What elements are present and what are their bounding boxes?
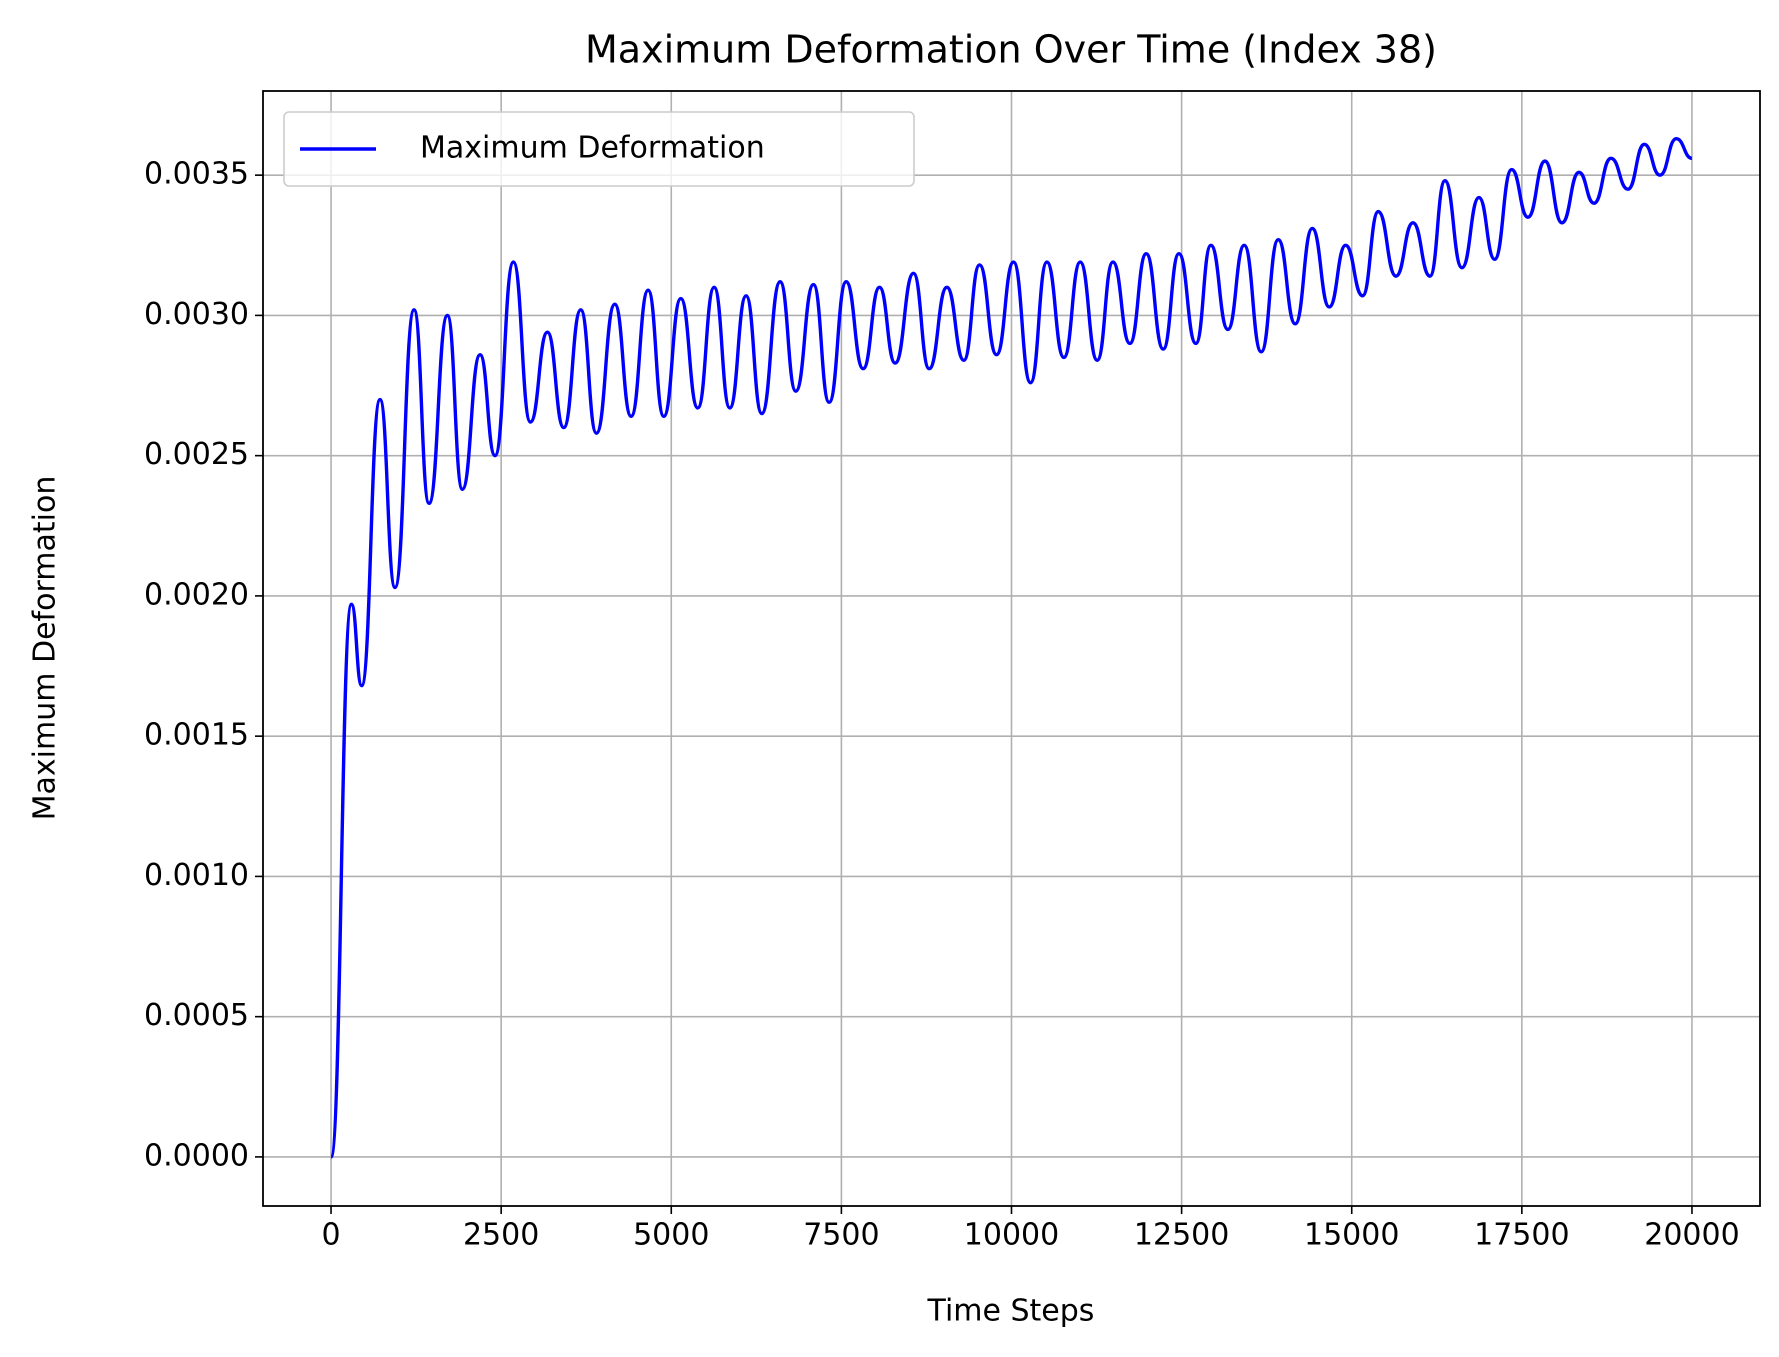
y-tick-label: 0.0010 — [144, 858, 249, 893]
legend-label: Maximum Deformation — [420, 131, 765, 166]
plot-frame — [262, 90, 1761, 1207]
y-tick-label: 0.0015 — [144, 718, 249, 753]
x-axis-label: Time Steps — [927, 1294, 1095, 1329]
y-axis-label: Maximum Deformation — [28, 476, 63, 821]
y-tick-label: 0.0005 — [144, 998, 249, 1033]
x-tick-label: 17500 — [1474, 1218, 1569, 1253]
y-tick-label: 0.0000 — [144, 1138, 249, 1173]
x-tick-label: 2500 — [463, 1218, 539, 1253]
x-tick-label: 12500 — [1134, 1218, 1229, 1253]
y-tick-label: 0.0020 — [144, 577, 249, 612]
x-tick-label: 7500 — [803, 1218, 879, 1253]
y-tick-label: 0.0025 — [144, 437, 249, 472]
x-tick-label: 10000 — [964, 1218, 1059, 1253]
x-tick-label: 20000 — [1644, 1218, 1739, 1253]
x-tick-label: 5000 — [633, 1218, 709, 1253]
y-tick-label: 0.0030 — [144, 297, 249, 332]
legend-box — [283, 111, 915, 187]
legend: Maximum Deformation — [283, 111, 915, 187]
y-tick-label: 0.0035 — [144, 157, 249, 192]
chart-title: Maximum Deformation Over Time (Index 38) — [585, 28, 1437, 72]
x-tick-label: 15000 — [1304, 1218, 1399, 1253]
x-tick-label: 0 — [321, 1218, 340, 1253]
data-line — [329, 136, 1693, 1159]
